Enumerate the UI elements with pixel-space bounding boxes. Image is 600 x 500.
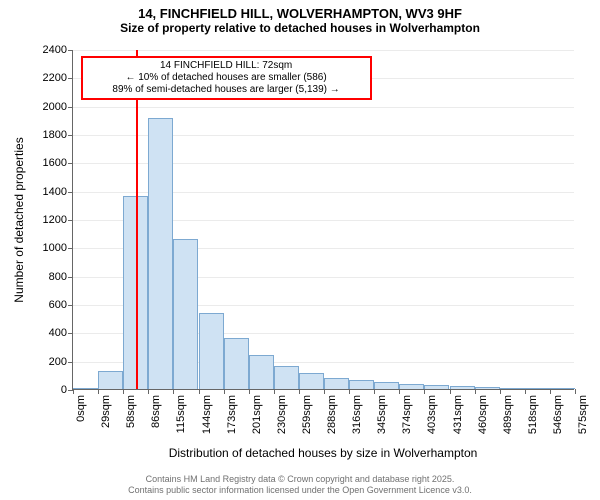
y-tick-label: 1000 — [43, 242, 73, 254]
y-tick-label: 1600 — [43, 157, 73, 169]
histogram-bar — [550, 388, 575, 389]
x-tick-mark — [324, 389, 325, 394]
histogram-bar — [199, 313, 224, 390]
x-tick-label: 546sqm — [552, 395, 564, 434]
y-axis-label: Number of detached properties — [12, 137, 26, 302]
x-tick-label: 374sqm — [401, 395, 413, 434]
y-tick-label: 2400 — [43, 44, 73, 56]
histogram-bar — [399, 384, 424, 389]
y-tick-label: 2000 — [43, 101, 73, 113]
x-tick-mark — [349, 389, 350, 394]
x-tick-label: 115sqm — [175, 395, 187, 433]
x-tick-label: 29sqm — [100, 395, 112, 428]
x-tick-mark — [450, 389, 451, 394]
x-axis-label: Distribution of detached houses by size … — [72, 446, 574, 460]
x-tick-mark — [500, 389, 501, 394]
y-tick-label: 1400 — [43, 186, 73, 198]
x-tick-mark — [148, 389, 149, 394]
histogram-bar — [450, 386, 475, 389]
x-tick-mark — [299, 389, 300, 394]
x-tick-label: 431sqm — [452, 395, 464, 434]
x-tick-label: 86sqm — [150, 395, 162, 428]
x-tick-mark — [475, 389, 476, 394]
y-tick-label: 0 — [61, 384, 73, 396]
x-tick-label: 460sqm — [477, 395, 489, 434]
x-tick-mark — [224, 389, 225, 394]
x-tick-label: 259sqm — [301, 395, 313, 434]
histogram-bar — [424, 385, 449, 389]
y-tick-label: 200 — [49, 356, 73, 368]
x-tick-mark — [199, 389, 200, 394]
x-tick-mark — [399, 389, 400, 394]
gridline — [73, 50, 574, 51]
y-tick-label: 2200 — [43, 72, 73, 84]
x-tick-label: 518sqm — [527, 395, 539, 434]
credits-line-1: Contains HM Land Registry data © Crown c… — [0, 474, 600, 485]
histogram-bar — [274, 366, 299, 389]
y-tick-label: 1200 — [43, 214, 73, 226]
histogram-bar — [249, 355, 274, 389]
gridline — [73, 107, 574, 108]
histogram-bar — [73, 388, 98, 389]
annotation-box: 14 FINCHFIELD HILL: 72sqm← 10% of detach… — [81, 56, 372, 100]
x-tick-label: 575sqm — [577, 395, 589, 434]
annotation-line: 14 FINCHFIELD HILL: 72sqm — [87, 60, 366, 72]
y-tick-label: 1800 — [43, 129, 73, 141]
chart-area: 0 200 400 600 800 1000 1200 1400 1600 1800 2000 220… — [0, 0, 600, 500]
x-tick-label: 403sqm — [426, 395, 438, 434]
annotation-line: ← 10% of detached houses are smaller (58… — [87, 72, 366, 84]
reference-marker-line — [136, 50, 138, 389]
x-tick-mark — [249, 389, 250, 394]
histogram-bar — [324, 378, 349, 389]
x-tick-label: 173sqm — [226, 395, 238, 434]
x-tick-mark — [424, 389, 425, 394]
y-tick-label: 600 — [49, 299, 73, 311]
histogram-bar — [173, 239, 198, 389]
plot-area: 0200400600800100012001400160018002000220… — [72, 50, 574, 390]
x-tick-mark — [525, 389, 526, 394]
histogram-bar — [475, 387, 500, 389]
x-tick-label: 0sqm — [75, 395, 87, 422]
credits-block: Contains HM Land Registry data © Crown c… — [0, 474, 600, 497]
x-tick-mark — [374, 389, 375, 394]
x-tick-mark — [173, 389, 174, 394]
annotation-line: 89% of semi-detached houses are larger (… — [87, 84, 366, 96]
histogram-bar — [525, 388, 550, 389]
histogram-bar — [349, 380, 374, 389]
x-tick-label: 201sqm — [251, 395, 263, 434]
x-tick-mark — [123, 389, 124, 394]
histogram-bar — [374, 382, 399, 389]
histogram-bar — [224, 338, 249, 389]
x-tick-mark — [274, 389, 275, 394]
x-tick-label: 288sqm — [326, 395, 338, 434]
x-tick-label: 230sqm — [276, 395, 288, 434]
credits-line-2: Contains public sector information licen… — [0, 485, 600, 496]
histogram-bar — [148, 118, 173, 389]
x-tick-mark — [550, 389, 551, 394]
x-tick-mark — [575, 389, 576, 394]
histogram-bar — [98, 371, 123, 389]
x-tick-mark — [73, 389, 74, 394]
x-tick-label: 489sqm — [502, 395, 514, 434]
x-tick-label: 345sqm — [376, 395, 388, 434]
x-tick-label: 316sqm — [351, 395, 363, 434]
x-tick-label: 58sqm — [125, 395, 137, 428]
y-tick-label: 400 — [49, 327, 73, 339]
x-tick-mark — [98, 389, 99, 394]
x-tick-label: 144sqm — [201, 395, 213, 434]
y-tick-label: 800 — [49, 271, 73, 283]
histogram-bar — [299, 373, 324, 389]
histogram-bar — [500, 388, 525, 389]
